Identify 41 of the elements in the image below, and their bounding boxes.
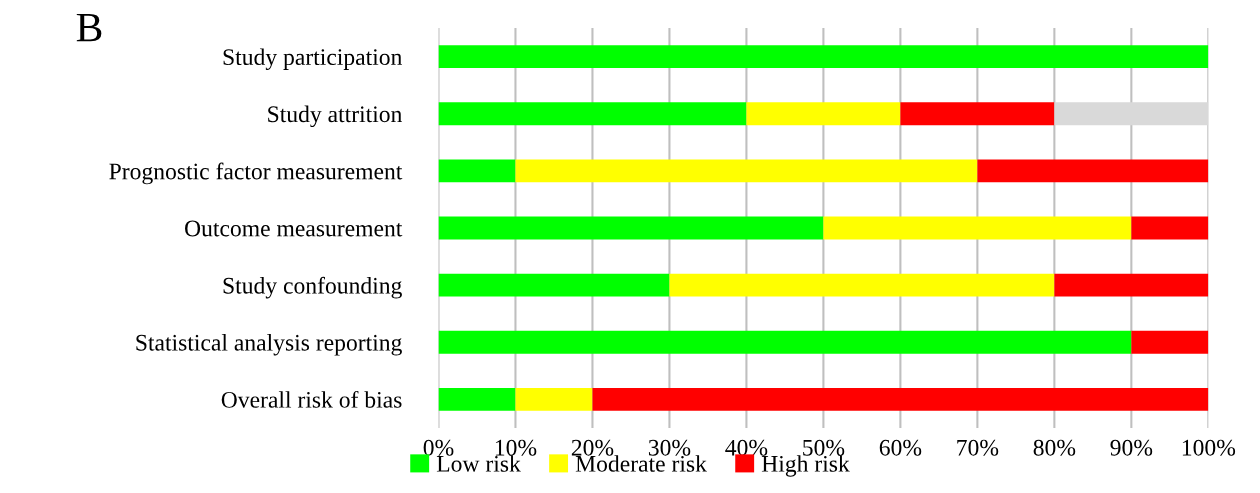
bar [438,216,824,240]
bar [1131,216,1209,240]
bar [823,216,1132,240]
bar [438,387,516,411]
x-tick-label: 100% [1182,439,1236,456]
y-tick-label: Study attrition [268,105,403,128]
x-tick-label: 80% [1033,439,1076,456]
y-tick-label: Prognostic factor measurement [109,162,403,185]
y-tick-label: Study confounding [223,276,402,299]
bar [515,387,593,411]
bar [1054,273,1209,297]
x-tick-label: 50% [803,439,845,456]
bar [438,159,516,183]
x-tick-label: 40% [725,439,768,456]
bar [438,102,747,126]
legend-label: High risk [761,455,850,477]
bar [438,45,1209,69]
bar [746,102,901,126]
bar [1131,330,1209,354]
bar [669,273,1055,297]
bar [515,159,978,183]
x-tick-label: 10% [495,439,537,456]
x-tick-label: 20% [571,439,614,456]
x-tick-label: 0% [423,439,454,456]
text: B [76,13,102,42]
bar [592,387,1209,411]
x-tick-label: 70% [957,439,999,456]
x-tick-label: 90% [1110,439,1153,456]
x-tick-label: 30% [648,439,691,456]
bar [438,273,670,297]
y-tick-label: Overall risk of bias [221,390,402,408]
bar [438,330,1132,354]
legend-label: Moderate risk [575,455,707,472]
y-tick-label: Study participation [223,48,403,70]
bar [1054,102,1209,126]
bar [900,102,1055,126]
y-tick-label: Statistical analysis reporting [136,334,402,356]
y-tick-label: Outcome measurement [185,220,403,237]
legend-label: Low risk [436,455,521,472]
x-tick-label: 60% [879,439,922,456]
bar [977,159,1209,183]
